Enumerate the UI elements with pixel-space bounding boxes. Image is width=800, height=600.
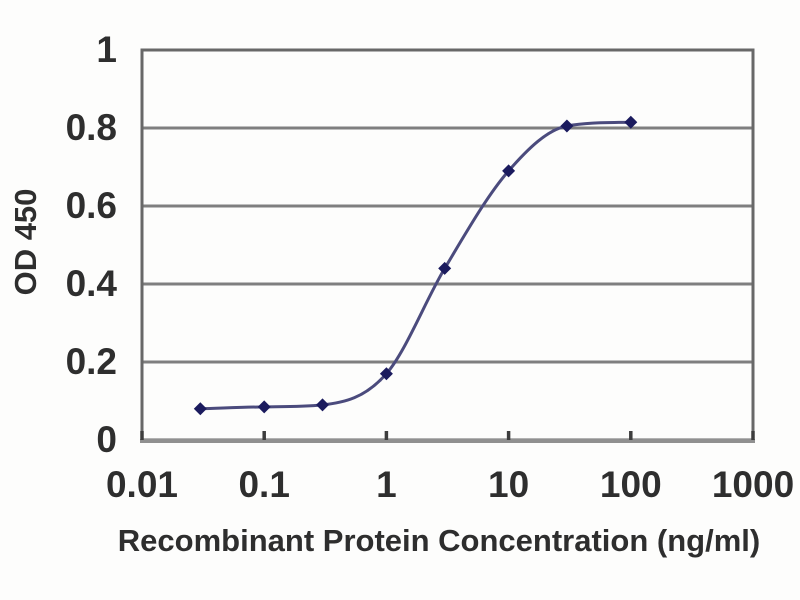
data-point-marker — [193, 402, 207, 416]
x-tick-label: 1000 — [711, 464, 795, 505]
plot-frame — [140, 48, 755, 442]
y-tick-label: 0.2 — [65, 341, 117, 382]
data-point-marker — [379, 367, 393, 381]
data-points — [193, 115, 638, 416]
data-point-marker — [560, 119, 574, 133]
gridlines — [142, 126, 753, 364]
y-tick-label: 0.8 — [65, 107, 117, 148]
data-point-marker — [624, 115, 638, 129]
data-curve — [200, 120, 631, 411]
data-point-marker — [257, 400, 271, 414]
y-tick-label: 1 — [96, 29, 117, 70]
y-tick-label: 0.4 — [65, 263, 117, 304]
data-point-marker — [316, 398, 329, 412]
x-tick-label: 100 — [599, 464, 662, 505]
x-tick-label: 1 — [376, 464, 397, 505]
data-point-marker — [438, 261, 452, 275]
x-tick-label: 10 — [488, 464, 530, 505]
x-tick-marks — [140, 431, 755, 440]
data-point-marker — [502, 164, 516, 178]
x-tick-label: 0.1 — [238, 464, 290, 505]
y-axis-title: OD 450 — [8, 188, 43, 296]
y-tick-label: 0 — [96, 419, 117, 460]
x-tick-label: 0.01 — [105, 464, 178, 505]
y-tick-label: 0.6 — [65, 185, 117, 226]
x-axis-title: Recombinant Protein Concentration (ng/ml… — [117, 523, 761, 558]
